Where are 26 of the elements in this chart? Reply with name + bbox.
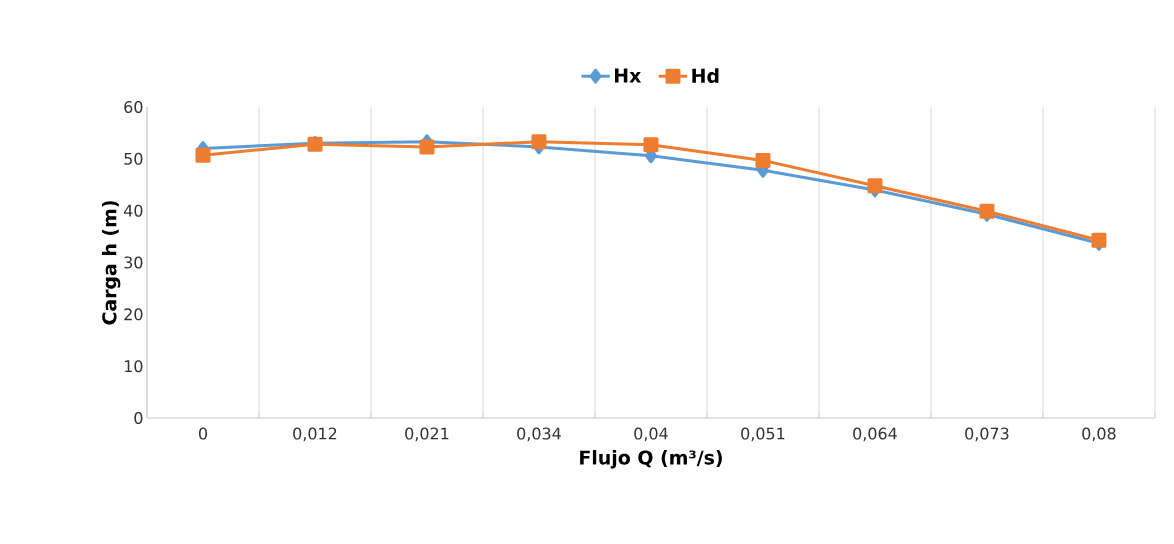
x-tick-label: 0 (198, 427, 208, 440)
point (419, 139, 435, 155)
y-axis-title: Carga h (m) (101, 201, 121, 325)
x-tick-label: 0,08 (1082, 427, 1116, 442)
x-tick-label: 0,073 (965, 427, 1009, 442)
point (531, 134, 547, 150)
point (867, 178, 883, 194)
y-tick-label: 0 (134, 411, 143, 425)
y-tick-label: 20 (124, 308, 143, 321)
y-tick-label: 60 (124, 100, 143, 114)
y-tick-label: 30 (124, 256, 143, 269)
y-tick-label: 10 (124, 360, 143, 373)
x-tick-label: 0,04 (634, 427, 668, 442)
x-tick-label: 0,051 (741, 427, 785, 442)
legend-label: Hd (692, 68, 719, 83)
y-tick-label: 50 (124, 152, 143, 165)
x-tick-label: 0,034 (517, 427, 561, 442)
x-tick-label: 0,021 (405, 427, 449, 442)
point (755, 152, 771, 168)
legend-label: Hx (614, 68, 642, 83)
x-tick-label: 0,012 (293, 427, 337, 442)
x-axis-title: Flujo Q (m³/s) (580, 450, 722, 469)
y-tick-label: 40 (123, 204, 143, 217)
x-tick-label: 0,064 (853, 427, 897, 442)
point (195, 147, 211, 163)
point (643, 137, 659, 153)
